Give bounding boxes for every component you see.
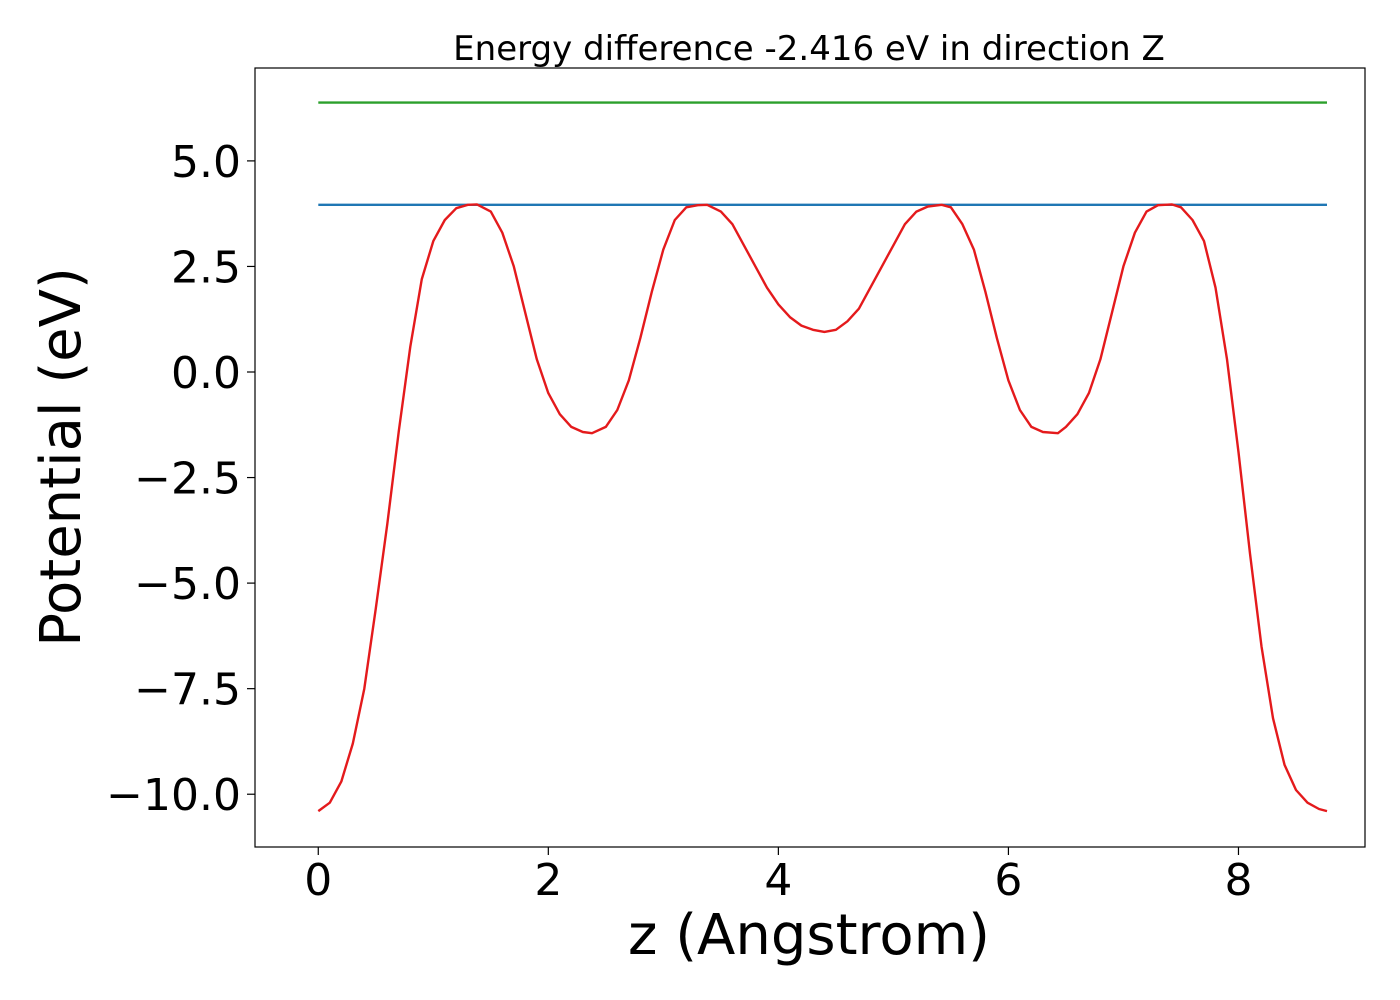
y-tick-label: −2.5 (134, 454, 241, 505)
x-tick-label: 2 (534, 855, 562, 906)
x-tick-label: 4 (764, 855, 792, 906)
x-axis-title: z (Angstrom) (628, 903, 990, 968)
x-tick-label: 0 (304, 855, 332, 906)
x-axis: 0 2 4 6 8 (304, 847, 1252, 906)
plot-area (254, 67, 1366, 848)
y-tick-label: 2.5 (171, 242, 241, 293)
plot-frame (254, 67, 1366, 848)
y-tick-label: 5.0 (171, 137, 241, 188)
y-axis: 5.0 2.5 0.0 −2.5 −5.0 −7.5 −10.0 (106, 137, 255, 821)
x-tick-label: 8 (1224, 855, 1252, 906)
series-layer (317, 101, 1328, 813)
x-tick-label: 6 (994, 855, 1022, 906)
y-tick-label: −7.5 (134, 665, 241, 716)
series-line-potential (317, 203, 1328, 813)
y-tick-label: 0.0 (171, 348, 241, 399)
y-axis-title: Potential (eV) (29, 267, 94, 647)
y-tick-label: −10.0 (106, 770, 241, 821)
chart-title: Energy difference -2.416 eV in direction… (453, 29, 1165, 69)
y-tick-label: −5.0 (134, 559, 241, 610)
